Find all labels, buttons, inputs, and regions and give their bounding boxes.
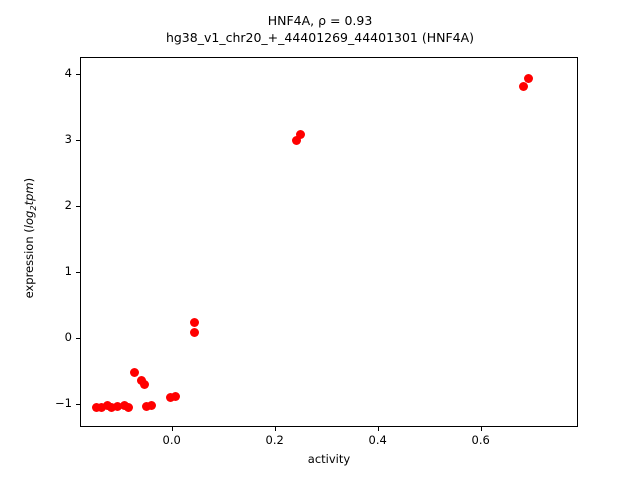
data-point	[96, 402, 106, 412]
data-point	[140, 379, 150, 389]
y-tick-label: 3	[64, 131, 72, 146]
data-point	[292, 136, 302, 146]
data-point	[107, 402, 117, 412]
y-tick-mark	[76, 73, 80, 75]
x-tick-label: 0.4	[368, 433, 387, 447]
data-point	[102, 400, 112, 410]
data-point	[130, 367, 140, 377]
y-tick-mark	[76, 272, 80, 274]
y-axis-label: expression (log2tpm)	[22, 53, 38, 423]
x-tick-mark	[480, 427, 482, 431]
y-tick-label: 4	[64, 65, 72, 80]
plot-data-area	[81, 58, 577, 426]
y-axis-label-log: log	[21, 210, 36, 229]
data-point	[141, 402, 151, 412]
data-point	[518, 81, 528, 91]
x-tick-label: 0.6	[471, 433, 490, 447]
y-axis-label-prefix: expression (	[21, 228, 36, 299]
chart-title-line1: HNF4A, ρ = 0.93	[267, 13, 373, 28]
y-tick-mark	[76, 404, 80, 406]
data-point	[123, 402, 133, 412]
data-point	[295, 130, 305, 140]
data-point	[146, 400, 156, 410]
x-tick-mark	[171, 427, 173, 431]
plot-axes-frame	[80, 57, 578, 427]
y-tick-label: 1	[64, 264, 72, 279]
data-point	[189, 318, 199, 328]
y-axis-label-tpm: tpm	[21, 182, 36, 206]
y-tick-mark	[76, 206, 80, 207]
data-point	[91, 402, 101, 412]
x-tick-mark	[377, 427, 379, 431]
x-tick-label: 0.0	[162, 433, 181, 447]
data-point	[524, 73, 534, 83]
y-tick-label: 2	[64, 198, 72, 212]
y-axis-label-sub: 2	[28, 205, 39, 211]
x-tick-mark	[274, 427, 276, 431]
y-tick-label: 0	[64, 330, 72, 345]
data-point	[171, 392, 181, 402]
data-point	[166, 392, 176, 402]
x-tick-label: 0.2	[265, 433, 284, 447]
data-point	[112, 402, 122, 412]
y-tick-label: −1	[55, 396, 72, 411]
y-axis-label-suffix: )	[21, 177, 36, 183]
y-tick-mark	[76, 139, 80, 141]
y-tick-mark	[76, 338, 80, 340]
x-axis-label: activity	[307, 452, 351, 466]
chart-title-line2: hg38_v1_chr20_+_44401269_44401301 (HNF4A…	[165, 30, 475, 45]
chart-title: HNF4A, ρ = 0.93 hg38_v1_chr20_+_44401269…	[0, 12, 640, 46]
data-point	[189, 328, 199, 338]
